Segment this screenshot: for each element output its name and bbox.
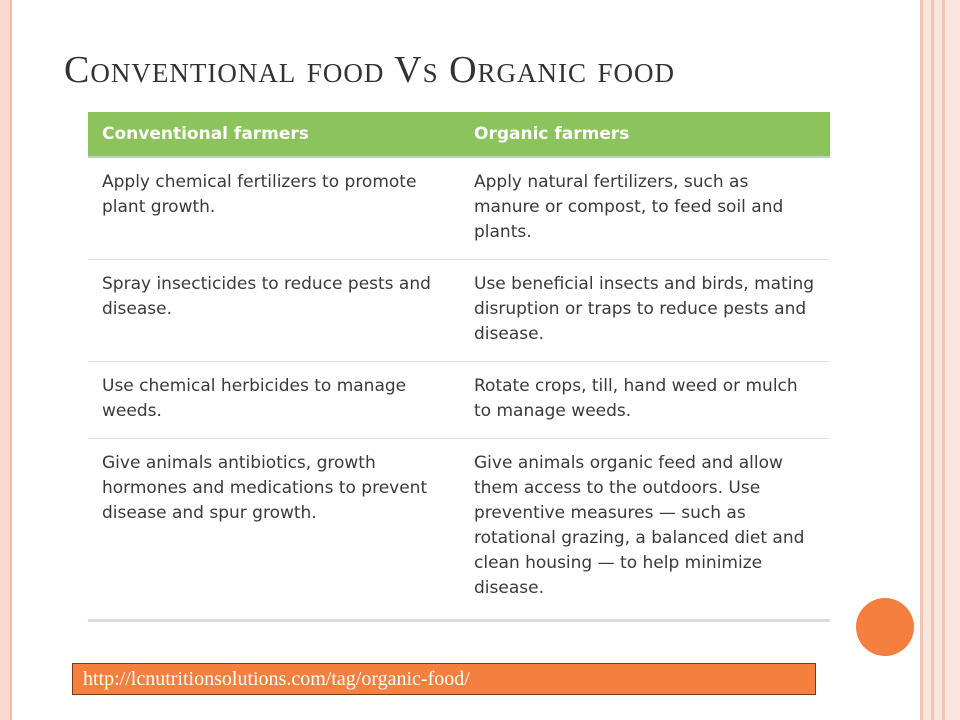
table-row: Use chemical herbicides to manage weeds.… (88, 361, 830, 439)
organic-cell: Give animals organic feed and allow them… (474, 453, 805, 598)
conventional-cell: Give animals antibiotics, growth hormone… (102, 453, 428, 523)
table-row: Give animals antibiotics, growth hormone… (88, 439, 830, 620)
comparison-table-container: Conventional farmers Organic farmers App… (88, 112, 830, 622)
organic-cell: Rotate crops, till, hand weed or mulch t… (460, 361, 830, 439)
source-link[interactable]: http://lcnutritionsolutions.com/tag/orga… (72, 663, 816, 695)
conventional-cell: Apply chemical fertilizers to promote pl… (88, 157, 460, 260)
table-row: Spray insecticides to reduce pests and d… (88, 259, 830, 362)
decorative-orange-circle (856, 598, 914, 656)
table-header-row: Conventional farmers Organic farmers (88, 112, 830, 158)
header-conventional-farmers: Conventional farmers (88, 112, 460, 158)
conventional-cell: Spray insecticides to reduce pests and d… (88, 259, 460, 362)
slide-title: Conventional food Vs Organic food (64, 49, 676, 91)
header-organic-farmers: Organic farmers (460, 112, 830, 158)
comparison-table: Conventional farmers Organic farmers App… (88, 112, 830, 619)
conventional-cell: Use chemical herbicides to manage weeds. (88, 361, 460, 439)
organic-cell: Use beneficial insects and birds, mating… (460, 259, 830, 362)
slide-frame-left (0, 0, 12, 720)
slide-frame-right (920, 0, 960, 720)
organic-cell: Apply natural fertilizers, such as manur… (460, 157, 830, 260)
table-row: Apply chemical fertilizers to promote pl… (88, 157, 830, 260)
